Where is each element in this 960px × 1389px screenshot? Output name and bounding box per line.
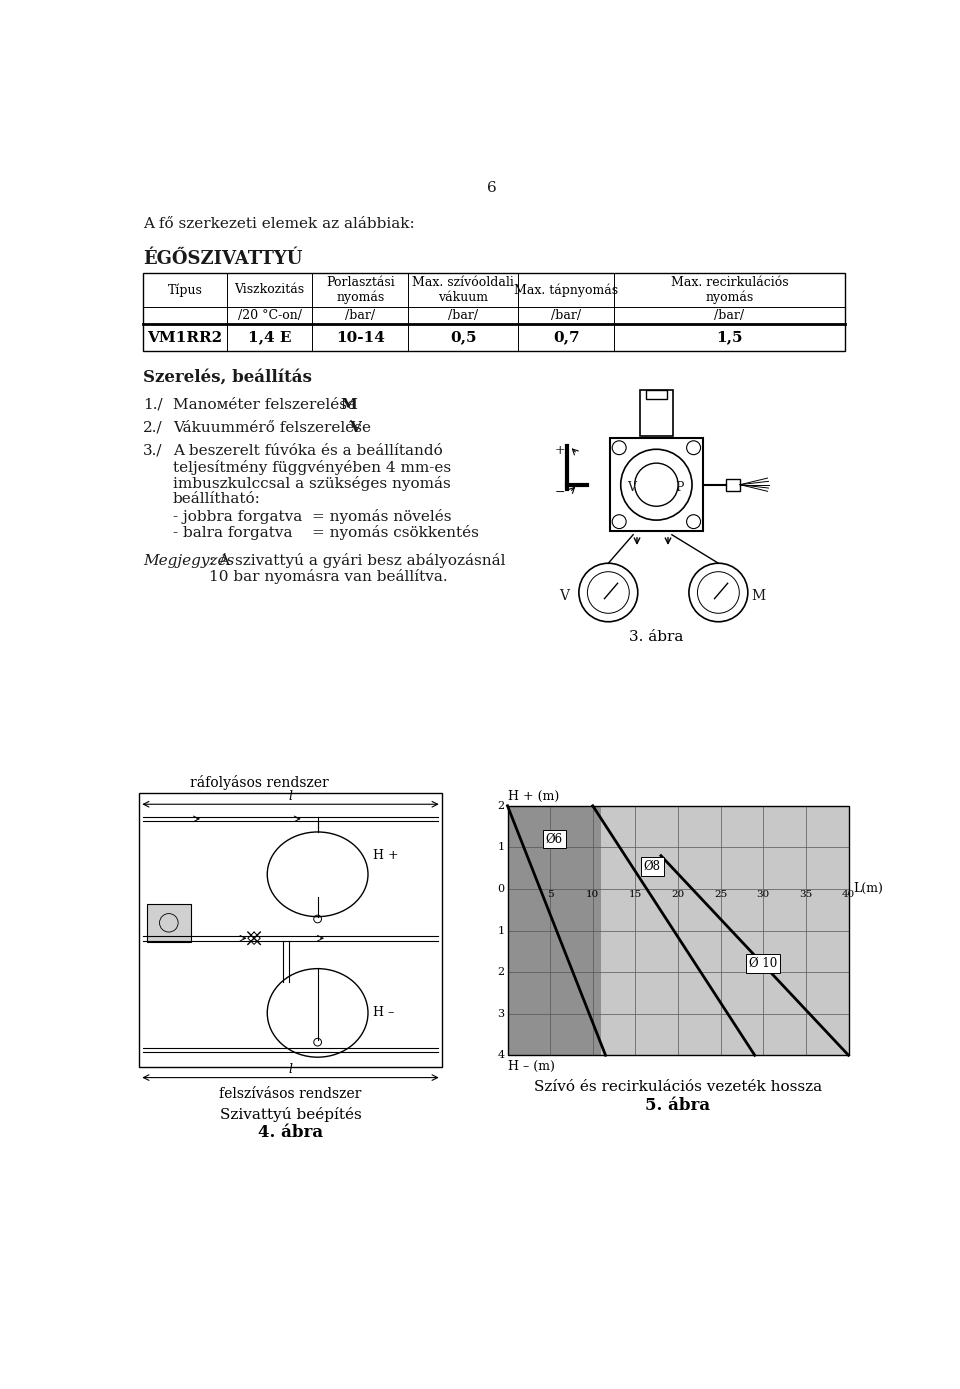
Text: Ø8: Ø8 — [644, 860, 660, 872]
Circle shape — [612, 515, 626, 529]
Text: Ø6: Ø6 — [546, 832, 563, 846]
Text: /bar/: /bar/ — [551, 308, 582, 322]
Text: beállítható:: beállítható: — [173, 492, 260, 507]
Bar — [508, 806, 849, 1056]
Bar — [726, 479, 740, 490]
Text: 10 bar nyomásra van beállítva.: 10 bar nyomásra van beállítva. — [209, 569, 447, 585]
Text: 2: 2 — [497, 801, 504, 811]
Bar — [139, 793, 442, 1067]
Text: teljesítmény függvényében 4 mm-es: teljesítmény függvényében 4 mm-es — [173, 460, 451, 475]
Text: Szivattyú beépítés: Szivattyú beépítés — [220, 1107, 361, 1122]
Text: 6: 6 — [487, 181, 497, 194]
Text: /20 °C-on/: /20 °C-on/ — [237, 308, 301, 322]
Text: Szerelés, beállítás: Szerelés, beállítás — [143, 368, 312, 385]
Text: 3. ábra: 3. ábra — [629, 631, 684, 644]
Text: M: M — [751, 589, 765, 603]
Text: : A szivattyú a gyári besz abályozásnál: : A szivattyú a gyári besz abályozásnál — [209, 553, 506, 568]
Text: V: V — [627, 481, 636, 494]
Text: V: V — [560, 589, 569, 603]
Text: V: V — [348, 421, 361, 435]
Text: Viszkozitás: Viszkozitás — [234, 283, 304, 296]
Text: /bar/: /bar/ — [448, 308, 478, 322]
Bar — [147, 904, 190, 942]
Text: 3./: 3./ — [143, 444, 163, 458]
Text: H + (m): H + (m) — [508, 790, 559, 803]
Text: /bar/: /bar/ — [346, 308, 375, 322]
Text: l: l — [289, 1063, 293, 1076]
Circle shape — [621, 449, 692, 519]
Text: M: M — [341, 397, 358, 411]
Bar — [143, 274, 845, 351]
Circle shape — [579, 563, 637, 622]
Text: −: − — [554, 486, 564, 499]
Text: 1: 1 — [497, 842, 504, 853]
Text: P: P — [676, 481, 684, 494]
Text: 40: 40 — [842, 890, 855, 900]
Text: Megjegyzés: Megjegyzés — [143, 553, 234, 568]
Text: 1: 1 — [497, 925, 504, 936]
Text: - balra forgatva    = nyomás csökkentés: - balra forgatva = nyomás csökkentés — [173, 525, 479, 540]
Text: H – (m): H – (m) — [508, 1060, 554, 1072]
Text: 10-14: 10-14 — [336, 331, 385, 344]
Text: H +: H + — [373, 849, 399, 861]
Text: L(m): L(m) — [853, 882, 883, 896]
Bar — [640, 390, 673, 436]
Text: /bar/: /bar/ — [714, 308, 745, 322]
Text: 30: 30 — [756, 890, 770, 900]
Bar — [610, 439, 703, 531]
Text: VM1RR2: VM1RR2 — [148, 331, 223, 344]
Text: 4: 4 — [497, 1050, 504, 1060]
Text: 35: 35 — [800, 890, 812, 900]
Text: 25: 25 — [714, 890, 728, 900]
Bar — [645, 390, 667, 399]
Text: felszívásos rendszer: felszívásos rendszer — [219, 1086, 362, 1101]
Text: 2./: 2./ — [143, 421, 163, 435]
Text: 1,5: 1,5 — [716, 331, 743, 344]
Text: Max. tápnyomás: Max. tápnyomás — [515, 283, 618, 297]
Circle shape — [686, 515, 701, 529]
Text: 4. ábra: 4. ábra — [258, 1124, 324, 1140]
Text: - jobbra forgatva  = nyomás növelés: - jobbra forgatva = nyomás növelés — [173, 508, 451, 524]
Text: 20: 20 — [671, 890, 684, 900]
Text: ráfolyásos rendszer: ráfolyásos rendszer — [190, 775, 329, 790]
Text: imbuszkulccsal a szükséges nyomás: imbuszkulccsal a szükséges nyomás — [173, 476, 450, 492]
Text: ÉGŐSZIVATTYÚ: ÉGŐSZIVATTYÚ — [143, 250, 302, 268]
Text: Típus: Típus — [168, 283, 203, 297]
Text: 0,5: 0,5 — [450, 331, 476, 344]
Circle shape — [689, 563, 748, 622]
Bar — [508, 806, 849, 1056]
Text: Porlasztási
nyomás: Porlasztási nyomás — [325, 275, 395, 304]
Text: A beszerelt fúvóka és a beállítandó: A beszerelt fúvóka és a beállítandó — [173, 444, 443, 458]
Text: Szívó és recirkulációs vezeték hossza: Szívó és recirkulációs vezeték hossza — [534, 1079, 822, 1095]
Circle shape — [612, 440, 626, 454]
Text: Max. szívóoldali
vákuum: Max. szívóoldali vákuum — [413, 276, 515, 304]
Text: 15: 15 — [629, 890, 642, 900]
Text: 0: 0 — [497, 883, 504, 895]
Text: Ø 10: Ø 10 — [749, 957, 778, 971]
Bar — [508, 806, 601, 1056]
Text: H –: H – — [373, 1007, 395, 1020]
Text: Max. recirkulációs
nyomás: Max. recirkulációs nyomás — [671, 275, 788, 304]
Text: 10: 10 — [587, 890, 599, 900]
Circle shape — [686, 440, 701, 454]
Text: Vákuummérő felszerelése: Vákuummérő felszerelése — [173, 421, 371, 435]
Text: 0,7: 0,7 — [553, 331, 580, 344]
Text: 3: 3 — [497, 1008, 504, 1018]
Text: 5: 5 — [547, 890, 553, 900]
Text: 5. ábra: 5. ábra — [645, 1097, 710, 1114]
Text: Manoмéter felszerelése: Manoмéter felszerelése — [173, 397, 356, 411]
Text: 1./: 1./ — [143, 397, 163, 411]
Text: +: + — [554, 443, 564, 457]
Text: A fő szerkezeti elemek az alábbiak:: A fő szerkezeti elemek az alábbiak: — [143, 217, 415, 231]
Text: l: l — [289, 790, 293, 803]
Text: 2: 2 — [497, 967, 504, 976]
Text: 1,4 E: 1,4 E — [248, 331, 291, 344]
